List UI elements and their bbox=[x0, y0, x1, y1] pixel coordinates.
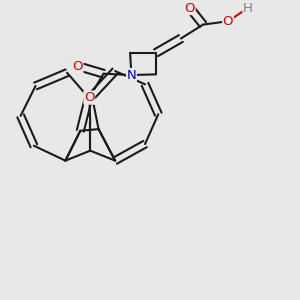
Text: O: O bbox=[223, 15, 233, 28]
Text: N: N bbox=[127, 68, 136, 82]
Text: O: O bbox=[84, 91, 94, 104]
Text: O: O bbox=[72, 60, 83, 73]
Text: H: H bbox=[243, 2, 253, 14]
Text: O: O bbox=[184, 2, 195, 14]
